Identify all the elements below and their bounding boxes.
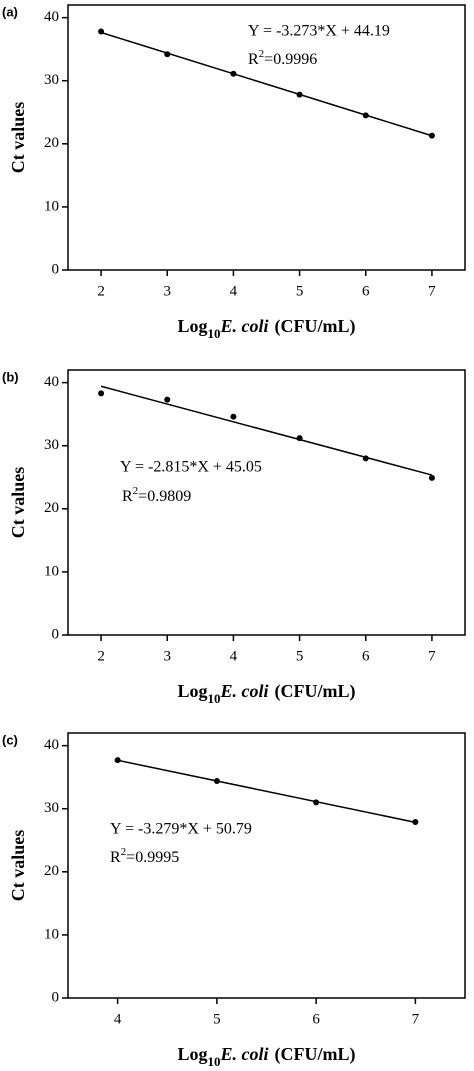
data-point xyxy=(98,390,105,397)
data-point xyxy=(412,818,419,825)
y-tick-label: 40 xyxy=(44,374,59,390)
x-tick-label: 3 xyxy=(164,283,172,299)
x-tick-label: 6 xyxy=(362,648,370,664)
y-tick-label: 0 xyxy=(52,626,60,642)
y-tick-label: 30 xyxy=(44,437,59,453)
x-tick-label: 5 xyxy=(296,648,304,664)
x-label-species: E. coli xyxy=(220,1044,269,1064)
y-tick-label: 20 xyxy=(44,863,59,879)
r-squared: R2=0.9995 xyxy=(110,846,179,866)
x-label-subscript: 10 xyxy=(208,326,221,341)
data-point xyxy=(213,777,220,784)
panel-label: (b) xyxy=(2,369,19,384)
x-tick-label: 4 xyxy=(114,1011,122,1027)
x-label-prefix: Log xyxy=(178,1044,208,1064)
r-squared-symbol: R xyxy=(248,51,259,68)
r-squared: R2=0.9809 xyxy=(122,485,191,505)
data-point xyxy=(362,112,369,119)
x-tick-label: 2 xyxy=(97,283,105,299)
fit-equation: Y = -3.273*X + 44.19 xyxy=(248,23,390,40)
r-squared-power: 2 xyxy=(259,48,265,60)
x-tick-label: 2 xyxy=(97,648,105,664)
y-axis-label: Ct values xyxy=(8,467,28,539)
panel-label: (a) xyxy=(2,4,18,19)
fit-equation: Y = -2.815*X + 45.05 xyxy=(120,459,262,476)
y-tick-label: 40 xyxy=(44,737,59,753)
x-label-species: E. coli xyxy=(220,316,269,336)
r-squared-symbol: R xyxy=(122,488,133,505)
x-tick-label: 4 xyxy=(230,648,238,664)
x-axis-label: Log10E. coli (CFU/mL) xyxy=(178,681,356,706)
y-tick-label: 10 xyxy=(44,926,59,942)
regression-line xyxy=(117,759,416,824)
data-point xyxy=(98,28,105,35)
x-tick-label: 6 xyxy=(312,1011,320,1027)
plot-frame xyxy=(67,369,466,636)
y-tick-label: 20 xyxy=(44,500,59,516)
r-squared-symbol: R xyxy=(110,849,121,866)
regression-line xyxy=(100,31,433,137)
y-tick-label: 40 xyxy=(44,9,59,25)
y-tick-label: 0 xyxy=(52,989,60,1005)
y-tick-label: 0 xyxy=(52,261,60,277)
r-squared-value: =0.9996 xyxy=(264,51,317,68)
data-point xyxy=(230,70,237,77)
data-point xyxy=(428,132,435,139)
x-tick-label: 5 xyxy=(213,1011,221,1027)
y-tick-label: 20 xyxy=(44,135,59,151)
data-point xyxy=(296,91,303,98)
x-label-species: E. coli xyxy=(220,681,269,701)
x-label-unit: (CFU/mL) xyxy=(275,681,356,702)
data-point xyxy=(428,474,435,481)
r-squared-value: =0.9995 xyxy=(126,849,179,866)
x-label-prefix: Log xyxy=(178,681,208,701)
x-label-unit: (CFU/mL) xyxy=(275,1044,356,1065)
r-squared-value: =0.9809 xyxy=(138,488,191,505)
regression-line xyxy=(100,385,433,476)
x-label-subscript: 10 xyxy=(208,1054,221,1069)
data-point xyxy=(362,455,369,462)
x-tick-label: 7 xyxy=(412,1011,420,1027)
plot-frame xyxy=(67,4,466,271)
r-squared: R2=0.9996 xyxy=(248,48,317,68)
x-label-subscript: 10 xyxy=(208,691,221,706)
data-point xyxy=(230,413,237,420)
y-axis-label: Ct values xyxy=(8,830,28,902)
x-tick-label: 5 xyxy=(296,283,304,299)
x-axis-label: Log10E. coli (CFU/mL) xyxy=(178,1044,356,1069)
r-squared-power: 2 xyxy=(121,846,127,858)
x-axis-label: Log10E. coli (CFU/mL) xyxy=(178,316,356,341)
x-tick-label: 7 xyxy=(428,648,436,664)
y-axis-label: Ct values xyxy=(8,102,28,174)
x-label-prefix: Log xyxy=(178,316,208,336)
data-point xyxy=(114,757,121,764)
data-point xyxy=(164,396,171,403)
y-tick-label: 30 xyxy=(44,72,59,88)
data-point xyxy=(313,799,320,806)
r-squared-power: 2 xyxy=(133,485,139,497)
x-tick-label: 7 xyxy=(428,283,436,299)
fit-equation: Y = -3.279*X + 50.79 xyxy=(110,821,252,838)
data-point xyxy=(164,51,171,58)
plot-frame xyxy=(67,732,466,999)
y-tick-label: 10 xyxy=(44,198,59,214)
x-label-unit: (CFU/mL) xyxy=(275,316,356,337)
y-tick-label: 30 xyxy=(44,800,59,816)
x-tick-label: 6 xyxy=(362,283,370,299)
y-tick-label: 10 xyxy=(44,563,59,579)
data-point xyxy=(296,435,303,442)
x-tick-label: 4 xyxy=(230,283,238,299)
x-tick-label: 3 xyxy=(164,648,172,664)
panel-label: (c) xyxy=(2,732,18,747)
